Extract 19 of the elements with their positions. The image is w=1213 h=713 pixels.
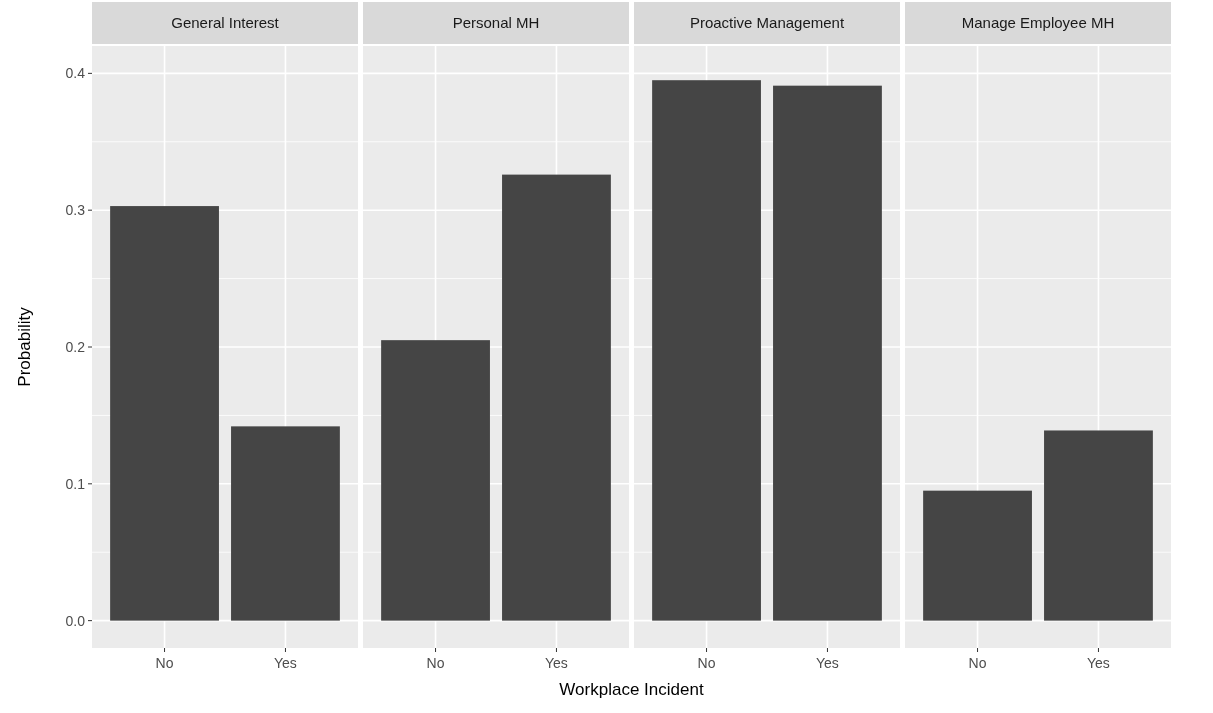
x-tick-label: Yes [274, 655, 297, 671]
y-tick-label: 0.0 [65, 612, 86, 629]
x-tick-label: Yes [1087, 655, 1110, 671]
y-axis-title: Probability [15, 306, 34, 387]
chart-title: Manage Employee MH [961, 14, 1115, 31]
x-tick-label: No [697, 655, 716, 671]
y-tick-label: 0.1 [65, 475, 86, 492]
y-tick-label: 0.2 [65, 339, 86, 355]
chart-title: General Interest [171, 14, 280, 31]
x-tick-label: No [155, 655, 174, 671]
x-tick-label: No [968, 655, 987, 671]
y-tick-label: 0.3 [65, 202, 86, 219]
chart-title: Personal MH [452, 14, 540, 31]
chart-title: Proactive Management [689, 14, 845, 31]
x-axis-title: Workplace Incident [559, 680, 704, 699]
x-tick-label: Yes [545, 655, 568, 671]
y-tick-label: 0.4 [65, 65, 86, 82]
x-tick-label: Yes [816, 655, 839, 671]
x-tick-label: No [426, 655, 445, 671]
